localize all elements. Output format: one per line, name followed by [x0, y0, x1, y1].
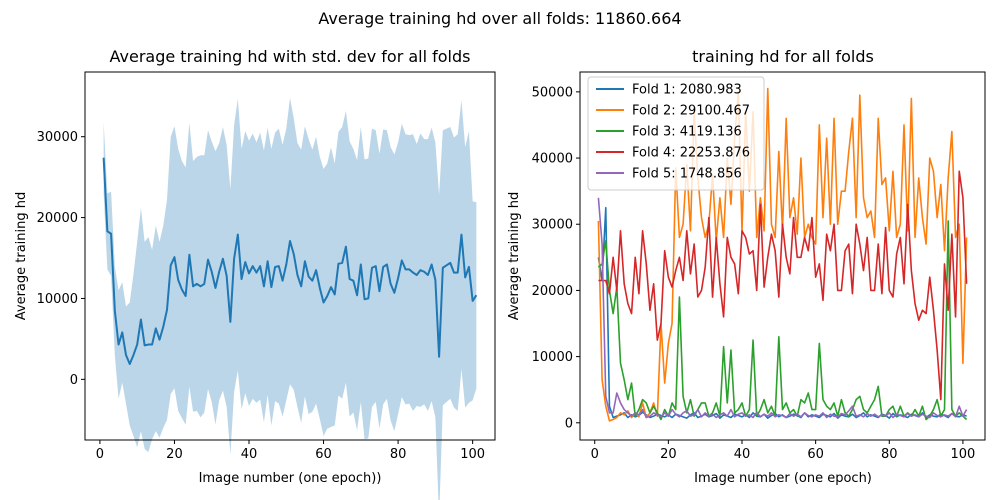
legend: Fold 1: 2080.983 Fold 2: 29100.467 Fold 3:…	[587, 76, 765, 191]
chart-left: Average training hd with std. dev for al…	[14, 47, 496, 500]
chart-left-y-tick-label: 20000	[37, 211, 78, 226]
chart-right-y-tick-label: 0	[565, 416, 573, 431]
legend-label-fold-5: Fold 5: 1748.856	[632, 167, 742, 182]
chart-left-x-label: Image number (one epoch))	[199, 471, 382, 486]
chart-right-x-tick-label: 60	[807, 447, 824, 462]
chart-left-x-tick-label: 80	[390, 447, 407, 462]
chart-right-title: training hd for all folds	[692, 47, 874, 66]
fold-5-line	[597, 197, 968, 419]
chart-right-y-tick-label: 30000	[532, 218, 573, 233]
figure-suptitle: Average training hd over all folds: 1186…	[318, 9, 681, 28]
chart-left-x-ticks: 0 20 40 60 80 100	[96, 440, 485, 462]
chart-right-x-tick-label: 0	[591, 447, 599, 462]
chart-right-y-tick-label: 10000	[532, 350, 573, 365]
fold-3-line	[597, 220, 968, 421]
chart-right-y-tick-label: 40000	[532, 152, 573, 167]
chart-right-x-tick-label: 80	[881, 447, 898, 462]
chart-left-y-tick-label: 0	[70, 373, 78, 388]
chart-right-y-tick-label: 20000	[532, 284, 573, 299]
chart-right-x-ticks: 0 20 40 60 80 100	[591, 440, 975, 462]
chart-left-axes-frame	[84, 71, 496, 441]
chart-left-y-tick-label: 30000	[37, 130, 78, 145]
chart-right-x-tick-label: 100	[950, 447, 975, 462]
chart-right-axes-frame	[579, 71, 986, 441]
mean-line-group	[102, 157, 478, 365]
legend-label-fold-1: Fold 1: 2080.983	[632, 83, 742, 98]
chart-right-x-label: Image number (one epoch)	[694, 471, 872, 486]
chart-right-x-tick-label: 40	[734, 447, 751, 462]
fold-4-line	[598, 170, 968, 401]
chart-left-y-ticks: 0 10000 20000 30000	[37, 130, 85, 388]
fold-lines-group	[597, 87, 968, 422]
std-dev-band	[103, 97, 477, 500]
chart-left-y-label: Average training hd	[14, 192, 29, 321]
chart-left-title: Average training hd with std. dev for al…	[110, 47, 471, 66]
std-dev-band-group	[103, 97, 477, 500]
mean-line	[102, 157, 478, 365]
legend-box	[587, 76, 765, 191]
chart-left-x-tick-label: 0	[96, 447, 104, 462]
chart-left-y-tick-label: 10000	[37, 292, 78, 307]
chart-right-x-tick-label: 20	[660, 447, 677, 462]
chart-left-x-tick-label: 60	[315, 447, 332, 462]
chart-left-x-tick-label: 40	[241, 447, 258, 462]
legend-label-fold-3: Fold 3: 4119.136	[632, 125, 742, 140]
chart-right-y-ticks: 0 10000 20000 30000 40000 50000	[532, 85, 580, 431]
chart-right: training hd for all folds 0 20 40 60 80 100 0…	[507, 47, 986, 486]
chart-left-x-tick-label: 100	[460, 447, 485, 462]
legend-label-fold-4: Fold 4: 22253.876	[632, 146, 750, 161]
chart-right-y-tick-label: 50000	[532, 85, 573, 100]
legend-label-fold-2: Fold 2: 29100.467	[632, 104, 750, 119]
chart-right-y-label: Average training hd	[507, 192, 522, 321]
chart-left-x-tick-label: 20	[166, 447, 183, 462]
